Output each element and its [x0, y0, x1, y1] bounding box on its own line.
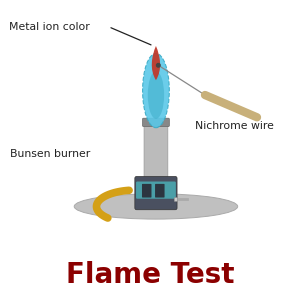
Bar	[174, 197, 177, 201]
FancyBboxPatch shape	[155, 184, 165, 198]
Ellipse shape	[142, 53, 169, 128]
Ellipse shape	[148, 71, 164, 119]
FancyBboxPatch shape	[136, 182, 176, 199]
PathPatch shape	[152, 46, 160, 80]
FancyBboxPatch shape	[142, 184, 152, 198]
Text: Bunsen burner: Bunsen burner	[10, 149, 91, 160]
FancyBboxPatch shape	[144, 120, 168, 180]
Text: Nichrome wire: Nichrome wire	[195, 121, 274, 131]
Text: Metal ion color: Metal ion color	[9, 22, 90, 32]
FancyBboxPatch shape	[142, 118, 169, 127]
Ellipse shape	[74, 194, 238, 219]
Text: Flame Test: Flame Test	[66, 261, 234, 289]
FancyBboxPatch shape	[135, 176, 177, 210]
Circle shape	[157, 64, 160, 67]
